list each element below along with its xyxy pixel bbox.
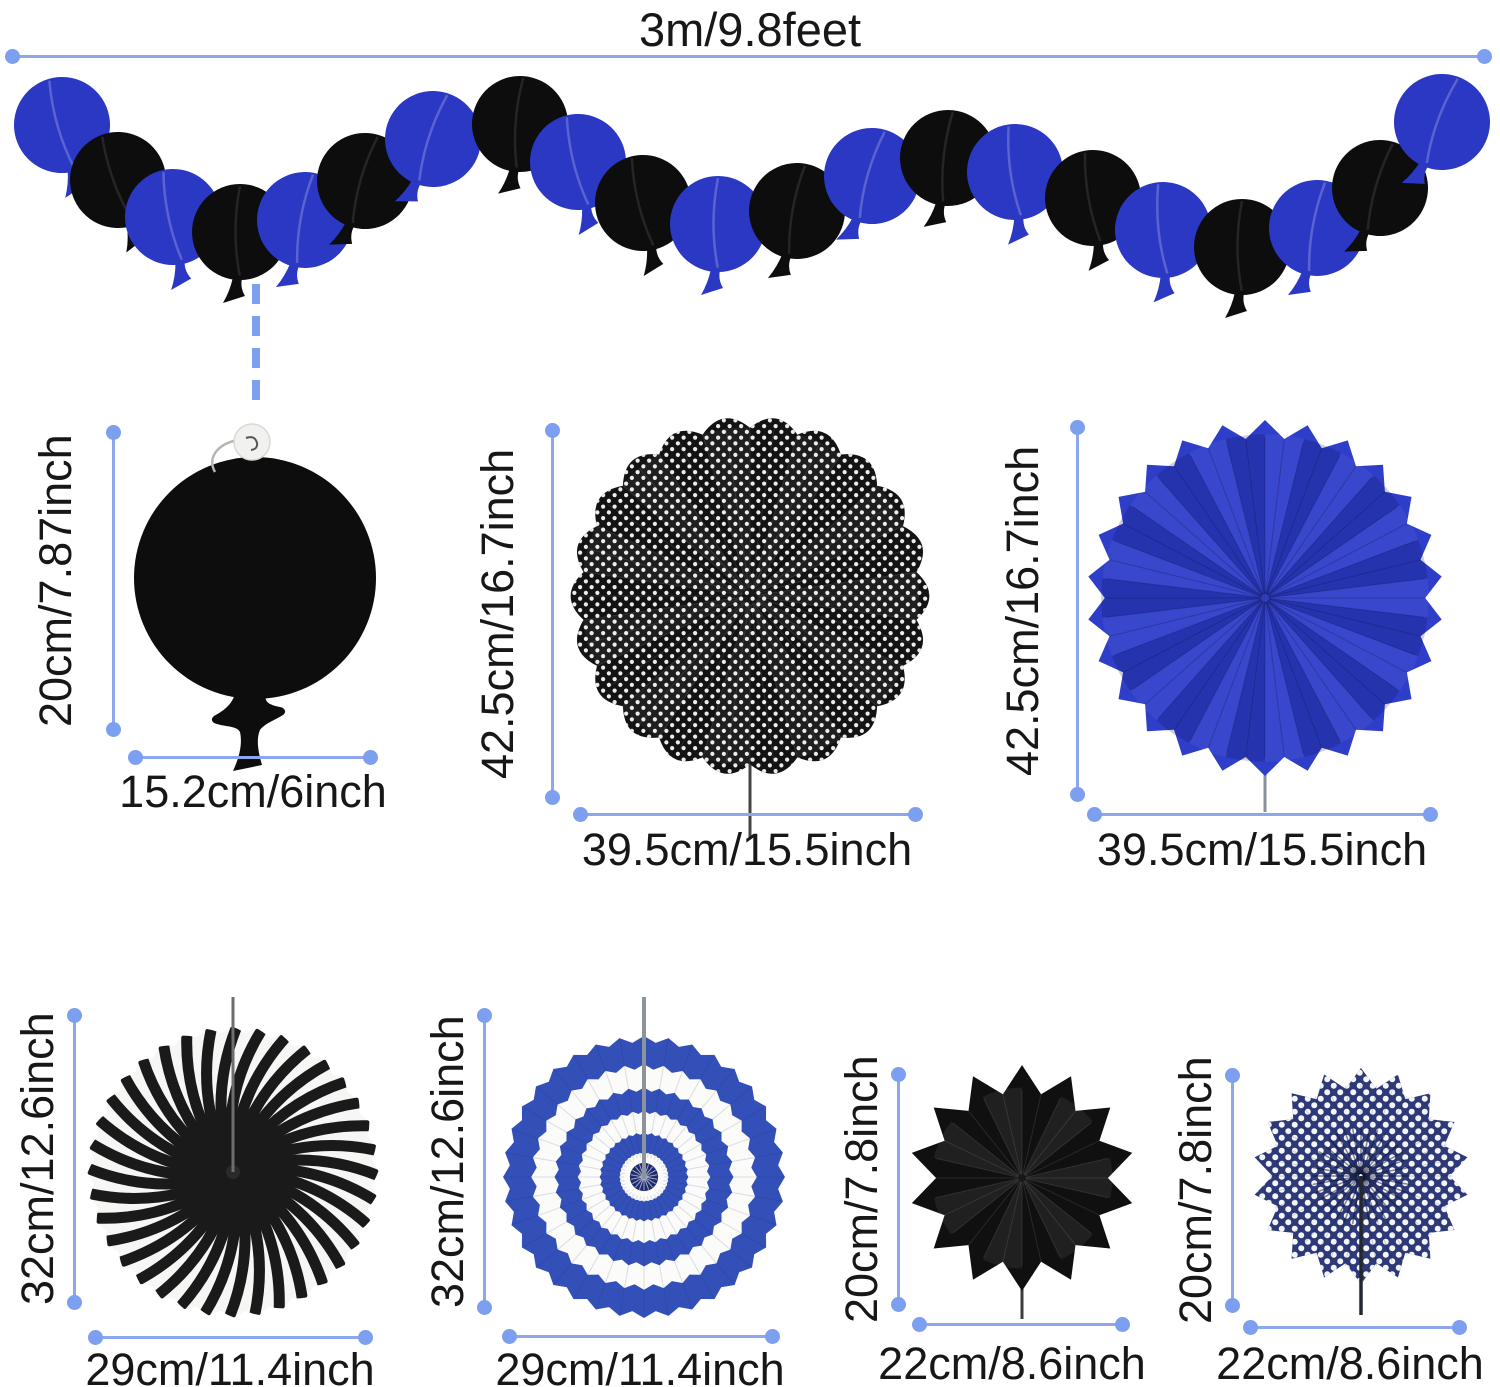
callout-dashed-line (252, 284, 260, 406)
garland-balloon-black (588, 151, 698, 296)
black-small-fan-width-label: 22cm/8.6inch (878, 1338, 1146, 1387)
blue-dot-small-fan-width-line (1243, 1320, 1467, 1335)
blue-fan-height-line (1070, 420, 1085, 802)
blue-fan-width-label: 39.5cm/15.5inch (1096, 824, 1428, 875)
rings-fan-svg (503, 997, 785, 1318)
black-small-fan-graphic (902, 1063, 1142, 1328)
garland-balloon-svg (385, 91, 481, 202)
garland-balloon-blue (663, 172, 773, 317)
garland-balloon-svg (670, 176, 766, 295)
black-small-fan-width-line (912, 1317, 1130, 1332)
swirl-fan-width-label: 29cm/11.4inch (85, 1344, 375, 1387)
blue-dot-small-fan-height-line (1225, 1068, 1240, 1313)
balloon-height-label: 20cm/7.87inch (30, 434, 81, 728)
swirl-fan-height-label: 32cm/12.6inch (12, 1012, 63, 1306)
garland-balloon-black (742, 159, 852, 304)
blue-fan-graphic (1075, 408, 1455, 863)
balloon-width-line (128, 750, 378, 765)
blue-dot-small-fan-width-label: 22cm/8.6inch (1216, 1338, 1484, 1387)
garland-balloon-svg (1332, 140, 1428, 252)
garland-balloon-svg (967, 124, 1063, 245)
garland-balloon-blue (817, 124, 927, 269)
rings-fan-graphic (494, 997, 794, 1358)
blue-fan-height-label: 42.5cm/16.7inch (997, 445, 1048, 777)
rings-fan-width-label: 29cm/11.4inch (495, 1344, 785, 1387)
garland-balloon-svg (749, 163, 845, 278)
balloon-width-label: 15.2cm/6inch (119, 766, 387, 817)
garland-balloon-svg (595, 155, 691, 277)
garland-balloon-blue (960, 120, 1070, 265)
balloon-detail-svg (134, 423, 376, 771)
black-dot-fan-width-line (573, 807, 923, 822)
black-dot-fan-width-label: 39.5cm/15.5inch (581, 824, 913, 875)
garland-length-label: 3m/9.8feet (638, 3, 862, 56)
garland-balloon-blue (1387, 70, 1497, 215)
garland-balloon-blue (378, 87, 488, 232)
black-small-fan-height-line (891, 1067, 906, 1312)
black-dot-fan-graphic (560, 406, 940, 861)
garland-balloon-blue (1108, 178, 1218, 323)
balloon-graphic (105, 400, 405, 780)
garland-balloon-svg (1115, 182, 1211, 303)
balloon-garland (0, 0, 1500, 330)
hang-tag-icon (233, 423, 271, 461)
garland-dimension-line (5, 49, 1492, 64)
black-small-fan-height-label: 20cm/7.8inch (836, 1055, 887, 1324)
garland-balloon-svg (1194, 199, 1290, 318)
rings-fan-width-line (502, 1329, 780, 1344)
blue-dot-small-fan-svg (1254, 1068, 1468, 1315)
black-small-fan-svg (911, 1065, 1133, 1319)
garland-balloon-svg (824, 128, 920, 240)
black-dot-fan-height-line (545, 423, 560, 805)
black-dot-fan-svg (570, 418, 930, 838)
garland-balloon-black (1187, 195, 1297, 340)
blue-dot-small-fan-graphic (1246, 1063, 1476, 1330)
rings-fan-height-line (477, 1008, 492, 1315)
swirl-fan-height-line (67, 1008, 82, 1310)
balloon-height-line (106, 425, 121, 737)
rings-fan-height-label: 32cm/12.6inch (422, 1015, 473, 1308)
garland-balloon-svg (1394, 74, 1490, 184)
swirl-fan-graphic (78, 992, 388, 1353)
blue-fan-width-line (1087, 807, 1438, 822)
black-dot-fan-height-label: 42.5cm/16.7inch (472, 448, 523, 780)
blue-dot-small-fan-height-label: 20cm/7.8inch (1170, 1056, 1221, 1325)
swirl-fan-svg (87, 997, 379, 1318)
swirl-fan-width-line (88, 1330, 373, 1345)
blue-fan-svg (1088, 420, 1442, 812)
garland-balloon-black (1325, 136, 1435, 281)
